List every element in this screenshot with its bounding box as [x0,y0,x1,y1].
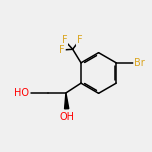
Text: F: F [59,45,65,55]
Polygon shape [65,93,69,109]
Text: HO: HO [14,88,29,98]
Text: F: F [62,35,67,45]
Text: Br: Br [134,58,145,68]
Text: OH: OH [59,112,74,122]
Text: F: F [77,35,82,45]
